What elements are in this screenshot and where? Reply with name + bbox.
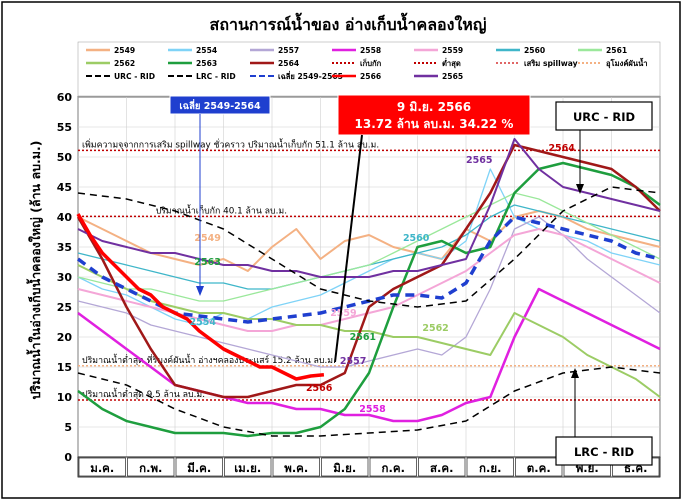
series-line-9 [76,143,661,399]
y-axis-label: ปริมาณน้ำในอ่างเก็บน้ำคลองใหญ่ (ล้าน ลบ.… [26,141,43,400]
lrc-callout-text: LRC - RID [574,445,634,459]
current-callout-pointer [334,134,363,363]
inline-label-3: 2560 [403,233,430,244]
inline-label-1: 2563 [194,257,220,268]
y-tick-label-6: 30 [57,271,73,284]
x-tick-label-4: พ.ค. [284,461,308,475]
legend-label-1: 2554 [196,46,217,55]
inline-labels: 2549 2563 2554 2560 2559 2561 2562 2557 2566 2558… [190,143,576,415]
x-tick-label-2: มี.ค. [187,461,211,475]
y-tick-label-8: 40 [57,211,73,224]
month-cell [78,457,126,477]
inline-label-2: 2554 [190,317,217,328]
y-ticks: 0 5 10 15 20 25 30 35 40 45 50 55 60 [57,91,73,464]
inline-label-9: 2558 [359,404,386,415]
y-tick-label-1: 5 [64,421,72,434]
y-tick-label-9: 45 [57,181,72,194]
legend-label-0: 2549 [114,46,135,55]
legend-label-3: 2558 [360,46,381,55]
inline-label-8: 2566 [306,383,333,394]
y-tick-label-3: 15 [57,361,72,374]
urc-callout-arrow [576,184,584,194]
legend-label-12: เสริม spillway [524,59,578,68]
legend-label-16: เฉลี่ย 2549-2565 [278,70,343,81]
urc-callout-text: URC - RID [573,110,635,124]
month-cell [127,457,175,477]
legend-label-2: 2557 [278,46,299,55]
current-value-text: 13.72 ล้าน ลบ.ม. 34.22 % [355,117,514,131]
reference-label-0: เพิ่มความจุจากการเสริม spillway ชั่วคราว… [82,137,379,150]
series-line-7 [77,264,661,398]
reference-label-1: ปริมาณน้ำเก็บกัก 40.1 ล้าน ลบ.ม. [156,203,287,216]
legend-label-8: 2563 [196,59,217,68]
lrc-callout-box [555,436,653,466]
x-tick-label-9: ต.ค. [527,461,551,475]
month-cell [321,457,369,477]
legend-label-5: 2560 [524,46,545,55]
x-tick-label-0: ม.ค. [90,461,114,475]
avg-callout-text: เฉลี่ย 2549-2564 [179,98,261,112]
legend-label-13: อุโมงค์ผันน้ำ [606,57,648,69]
month-cell [272,457,320,477]
legend-label-17: 2566 [360,72,381,81]
series-line-13 [77,186,661,308]
x-tick-label-1: ก.พ. [139,461,162,475]
y-tick-label-7: 35 [57,241,72,254]
x-tick-label-5: มิ.ย. [333,461,356,475]
urc-callout-box [555,101,653,131]
series-lines [76,138,661,438]
legend-label-18: 2565 [442,72,463,81]
month-cell [418,457,466,477]
callouts: เฉลี่ย 2549-2564 9 มิ.ย. 2566 13.72 ล้าน ล… [169,94,653,466]
y-tick-label-12: 60 [57,91,73,104]
legend-label-15: LRC - RID [196,72,236,81]
legend-label-6: 2561 [606,46,627,55]
series-line-10 [77,138,661,278]
x-tick-label-6: ก.ค. [382,461,405,475]
y-tick-label-4: 20 [57,331,73,344]
current-date-text: 9 มิ.ย. 2566 [397,100,471,114]
month-cell [175,457,223,477]
inline-label-7: 2557 [340,356,366,367]
avg-callout-arrow [196,286,204,296]
legend-label-9: 2564 [278,59,299,68]
inline-label-10: 2565 [466,155,492,166]
legend-label-10: เก็บกัก [360,57,382,68]
series-line-14 [77,366,661,437]
chart-title: สถานการณ์น้ำของ อ่างเก็บน้ำคลองใหญ่ [210,12,487,35]
series-line-8 [77,161,661,438]
y-tick-label-2: 10 [57,391,73,404]
month-cell [224,457,272,477]
x-tick-label-8: ก.ย. [479,461,501,475]
legend-label-4: 2559 [442,46,463,55]
avg-callout-box [169,95,271,115]
inline-label-0: 2549 [194,233,220,244]
series-line-12 [76,213,325,381]
x-axis: ม.ค. ก.พ. มี.ค. เม.ย. พ.ค. มิ.ย. ก.ค. ส.ค. ก.ย. ต… [77,456,661,478]
inline-label-5: 2561 [350,332,376,343]
inline-label-11: 2564 [548,143,575,154]
month-cell [515,457,563,477]
lrc-callout-arrow [571,368,579,378]
inline-label-6: 2562 [422,323,448,334]
current-callout-box [337,94,531,136]
y-tick-label-5: 25 [57,301,72,314]
y-tick-label-11: 55 [57,121,72,134]
legend-label-11: ต่ำสุด [442,57,461,69]
legend: 2549 2554 2557 2558 2559 2560 2561 2562 2563 2564… [86,46,648,81]
legend-label-14: URC - RID [114,72,155,81]
month-cell [466,457,514,477]
y-tick-label-10: 50 [57,151,73,164]
legend-label-7: 2562 [114,59,135,68]
inline-label-4: 2559 [330,308,356,319]
reference-label-3: ปริมาณน้ำต่ำสุด 9.5 ล้าน ลบ.ม. [82,387,205,400]
month-cell [369,457,417,477]
x-tick-label-7: ส.ค. [430,461,453,475]
x-tick-label-3: เม.ย. [234,461,261,475]
y-tick-label-0: 0 [64,451,72,464]
x-axis-band [77,456,661,478]
